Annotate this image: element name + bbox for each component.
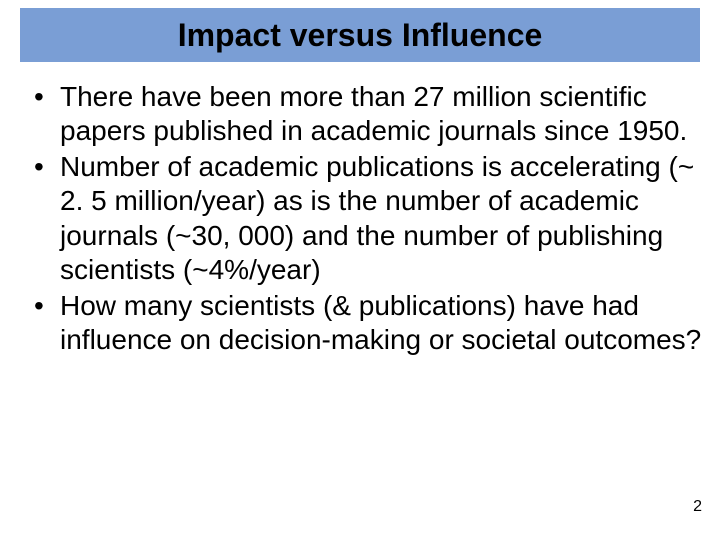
page-number: 2	[693, 498, 702, 516]
bullet-item: Number of academic publications is accel…	[30, 150, 706, 287]
slide-body: There have been more than 27 million sci…	[30, 80, 706, 359]
slide: Impact versus Influence There have been …	[0, 0, 720, 540]
bullet-list: There have been more than 27 million sci…	[30, 80, 706, 357]
slide-title: Impact versus Influence	[178, 17, 543, 54]
bullet-item: How many scientists (& publications) hav…	[30, 289, 706, 357]
bullet-item: There have been more than 27 million sci…	[30, 80, 706, 148]
title-bar: Impact versus Influence	[20, 8, 700, 62]
